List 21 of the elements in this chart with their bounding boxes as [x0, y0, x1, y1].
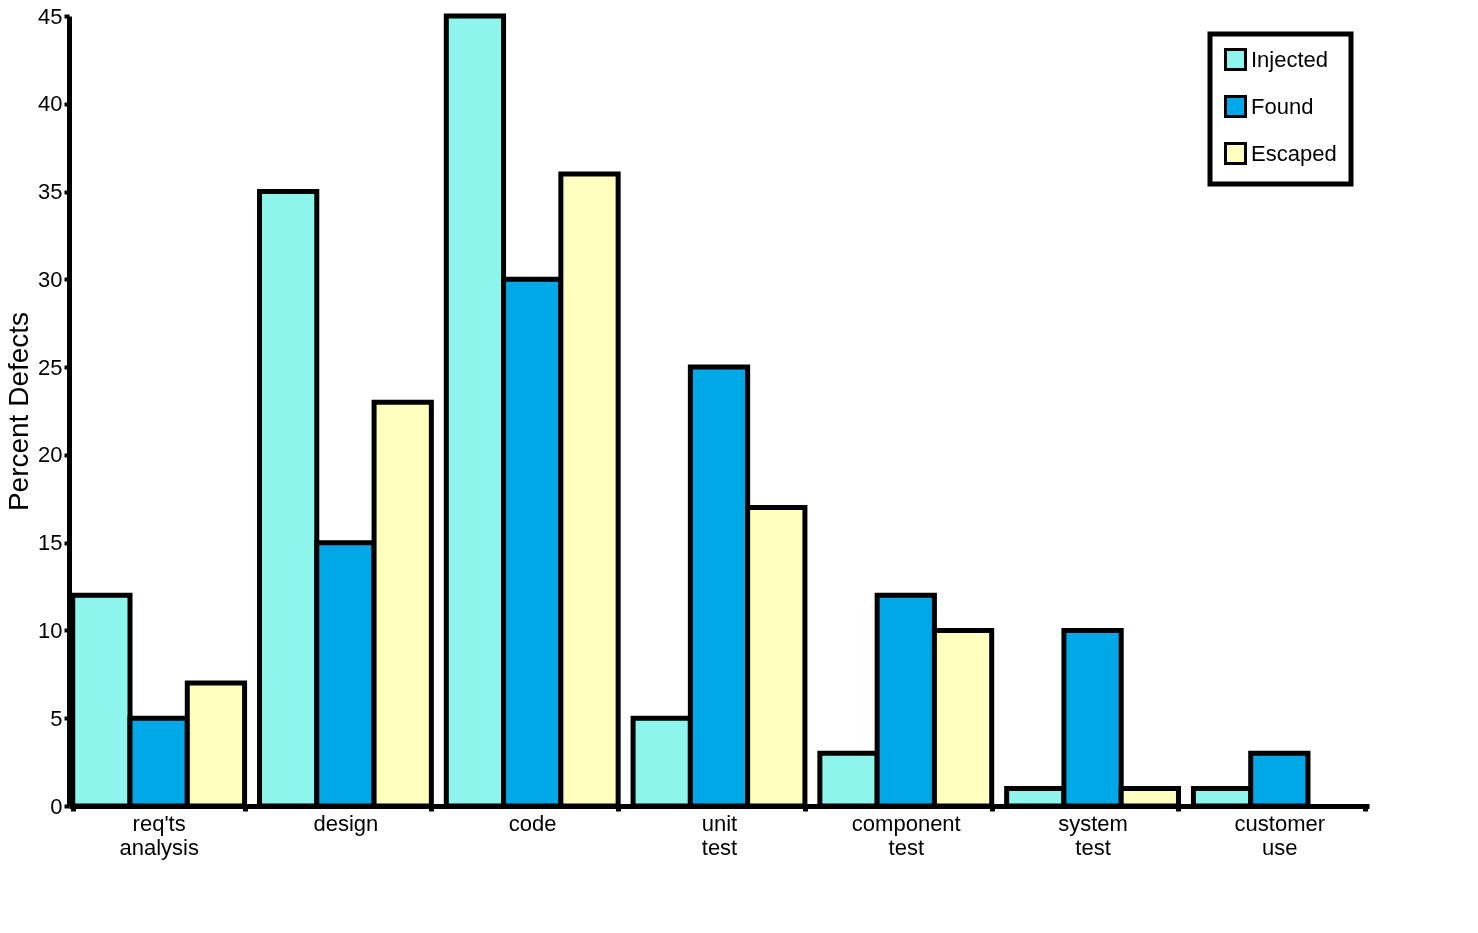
- x-tick-label: req'ts analysis: [119, 810, 199, 860]
- y-tick-label: 10: [38, 617, 63, 643]
- x-tick-label: design: [313, 810, 379, 836]
- legend-label: Found: [1251, 93, 1314, 119]
- x-tick-label: customer use: [1234, 810, 1326, 860]
- y-tick-label: 5: [50, 705, 63, 731]
- y-tick-label: 20: [38, 442, 63, 468]
- y-tick-label: 15: [38, 530, 63, 556]
- legend-label: Escaped: [1251, 140, 1337, 166]
- y-tick-label: 0: [50, 793, 63, 819]
- y-tick-label: 35: [38, 179, 63, 205]
- y-tick-label: 30: [38, 266, 63, 292]
- y-tick-label: 25: [38, 354, 63, 380]
- x-tick-label: component test: [851, 810, 961, 860]
- x-tick-label: unit test: [701, 810, 738, 860]
- y-axis-title: Percent Defects: [3, 311, 35, 512]
- y-tick-label: 45: [38, 3, 63, 29]
- legend-label: Injected: [1251, 46, 1329, 72]
- y-tick-label: 40: [38, 91, 63, 117]
- x-tick-label: system test: [1058, 810, 1128, 860]
- x-tick-label: code: [508, 810, 557, 836]
